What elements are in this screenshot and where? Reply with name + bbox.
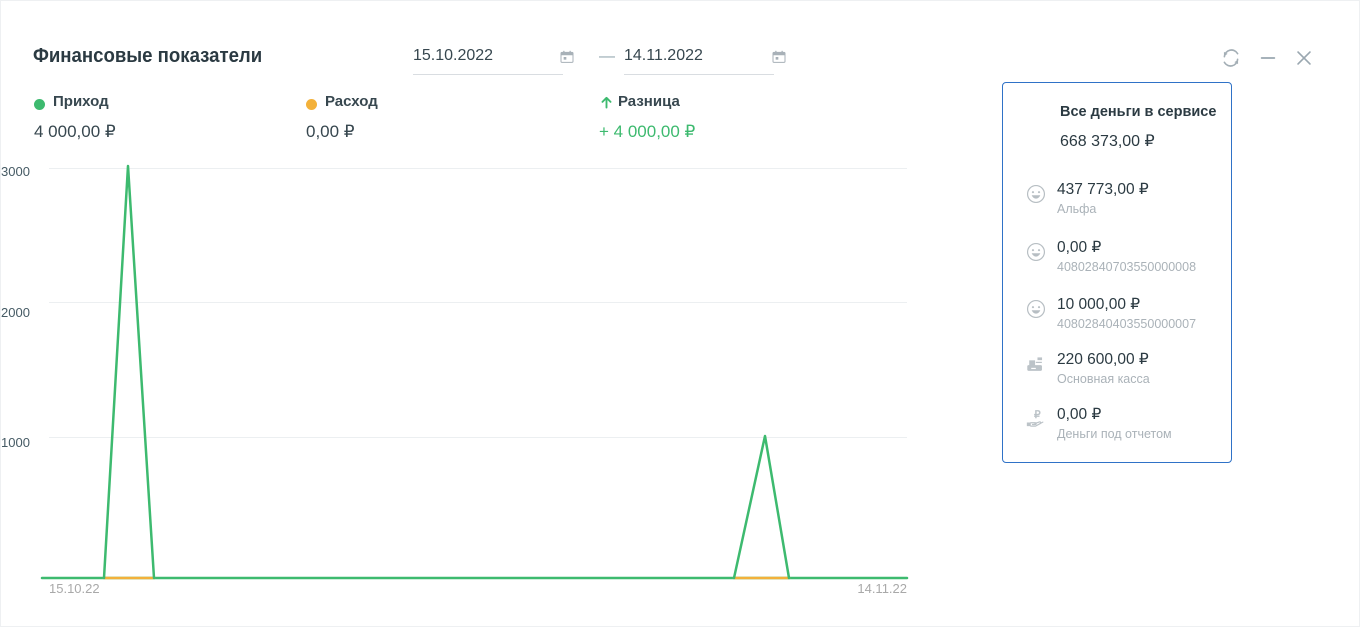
svg-text:₽: ₽ xyxy=(1034,409,1041,421)
